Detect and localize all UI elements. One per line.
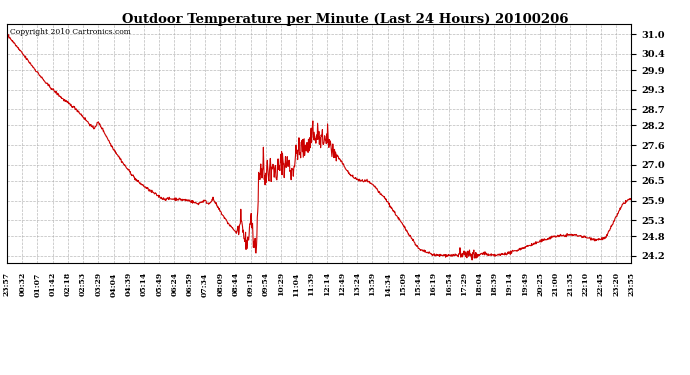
Text: Copyright 2010 Cartronics.com: Copyright 2010 Cartronics.com xyxy=(10,28,131,36)
Text: Outdoor Temperature per Minute (Last 24 Hours) 20100206: Outdoor Temperature per Minute (Last 24 … xyxy=(121,13,569,26)
